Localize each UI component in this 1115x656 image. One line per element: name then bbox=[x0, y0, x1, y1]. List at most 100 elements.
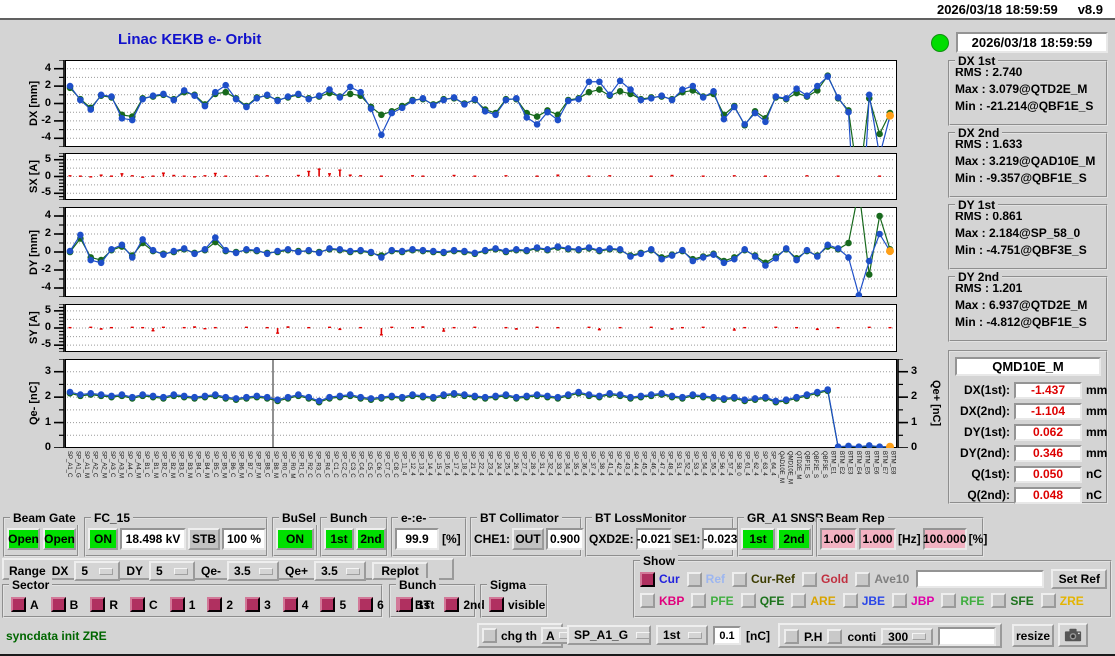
show-item-label: PFE bbox=[710, 593, 734, 608]
range-dy-label: DY bbox=[126, 564, 144, 578]
show-item-jbp: JBP bbox=[892, 593, 934, 608]
monitor-row-unit: mm bbox=[1086, 446, 1108, 460]
show-checkbox-rfe[interactable] bbox=[941, 593, 957, 608]
y-tick-label: -5 bbox=[41, 338, 51, 351]
show-checkbox-kbp[interactable] bbox=[640, 593, 655, 608]
range-dy-dropdown[interactable]: 5 bbox=[149, 561, 196, 581]
bunch-select-label: Bunch bbox=[396, 578, 440, 592]
gr-a1-snsr-group: GR_A1 SNSR 1st 2nd bbox=[737, 511, 827, 557]
x-axis-label: SP_46_4 bbox=[649, 451, 656, 476]
beam-rep-label: Beam Rep bbox=[823, 511, 888, 525]
show-checkbox-zre[interactable] bbox=[1040, 593, 1056, 608]
bunch-1st-button[interactable]: 1st bbox=[324, 528, 354, 550]
threshold-input[interactable]: 0.1 bbox=[713, 626, 741, 645]
stat-group-dx-2nd: DX 2nd RMS : 1.633 Max : 3.219@QAD10E_M Min… bbox=[948, 126, 1108, 198]
stat-line: RMS : 1.201 bbox=[955, 281, 1023, 295]
ph-checkbox[interactable] bbox=[784, 629, 799, 644]
bunch-2nd-button[interactable]: 2nd bbox=[356, 528, 386, 550]
che1-out-button[interactable]: OUT bbox=[512, 528, 545, 550]
range-label: Range bbox=[9, 564, 46, 578]
sector-checkbox-4[interactable] bbox=[282, 597, 298, 612]
extra-input[interactable] bbox=[938, 627, 997, 646]
stat-group-label: DY 2nd bbox=[955, 270, 1003, 284]
stat-line: RMS : 0.861 bbox=[955, 209, 1023, 223]
points-dropdown[interactable]: 300 bbox=[881, 628, 934, 645]
y-axis-title-dx: DX [mm] bbox=[28, 80, 40, 127]
y-axis-title-dy: DY [mm] bbox=[28, 229, 40, 275]
sector-checkbox-3[interactable] bbox=[245, 597, 261, 612]
show-checkbox-jbe[interactable] bbox=[842, 593, 858, 608]
y-tick-label: -5 bbox=[41, 186, 51, 199]
x-axis-label: SP_57_4 bbox=[726, 451, 733, 476]
show-checkbox-cur[interactable] bbox=[640, 571, 655, 587]
y-tick-label-right: 1 bbox=[911, 415, 918, 428]
fc15-stb-button[interactable]: STB bbox=[188, 528, 220, 550]
sector-checkbox-r[interactable] bbox=[90, 597, 106, 612]
beam-rep-pct-unit: [%] bbox=[968, 532, 988, 546]
show-checkbox-gold[interactable] bbox=[802, 571, 818, 587]
resize-button[interactable]: resize bbox=[1012, 624, 1054, 647]
x-axis-label: SP_11_4 bbox=[400, 451, 407, 476]
show-item-ave10: Ave10 bbox=[855, 571, 909, 587]
bunch-select-checkbox-2nd[interactable] bbox=[444, 597, 460, 612]
show-item-cur: Cur bbox=[640, 571, 680, 587]
ref-name-input[interactable] bbox=[916, 570, 1045, 588]
busel-on-button[interactable]: ON bbox=[276, 528, 314, 550]
show-checkbox-are[interactable] bbox=[791, 593, 807, 608]
x-axis-label: BTM_E5 bbox=[863, 451, 870, 475]
bunch-select-dropdown[interactable]: 1st bbox=[656, 625, 708, 645]
se1-label: SE1: bbox=[673, 532, 701, 546]
gr-a1-2nd-button[interactable]: 2nd bbox=[777, 528, 811, 550]
sector-checkbox-6[interactable] bbox=[358, 597, 374, 612]
conti-checkbox[interactable] bbox=[827, 629, 843, 644]
show-checkbox-qfe[interactable] bbox=[740, 593, 756, 608]
range-qem-dropdown[interactable]: 3.5 bbox=[227, 561, 280, 581]
sector-checkbox-a[interactable] bbox=[11, 597, 26, 612]
fc15-on-button[interactable]: ON bbox=[88, 528, 118, 550]
y-tick-label: 5 bbox=[44, 152, 51, 165]
y-axis-title-right-qe: Qe+ [nC] bbox=[930, 380, 942, 427]
chg-th-dropdown[interactable]: A bbox=[541, 627, 575, 644]
x-axis-label: SP_C2_C bbox=[340, 451, 347, 478]
bunch-select-item-2nd: 2nd bbox=[444, 597, 485, 612]
xaxis-label-band: SP_A1_C SP_A1_G SP_A1_M SP_A2_C SP_A2_M SP_A3… bbox=[65, 450, 897, 512]
show-checkbox-jbp[interactable] bbox=[892, 593, 908, 608]
sector-checkbox-b[interactable] bbox=[50, 597, 66, 612]
sector-checkbox-c[interactable] bbox=[130, 597, 146, 612]
y-tick-label-right: 0 bbox=[911, 441, 918, 453]
set-ref-button[interactable]: Set Ref bbox=[1051, 569, 1108, 589]
beam-gate-label: Beam Gate bbox=[10, 511, 79, 525]
x-axis-label: SP_14_4 bbox=[426, 451, 433, 476]
che1-value: 0.900 bbox=[546, 528, 585, 550]
range-qep-dropdown[interactable]: 3.5 bbox=[314, 561, 367, 581]
sector-checkbox-1[interactable] bbox=[169, 597, 185, 612]
beam-gate-open-button-1[interactable]: Open bbox=[7, 528, 40, 550]
show-checkbox-sfe[interactable] bbox=[991, 593, 1007, 608]
x-axis-label: SP_B6_C bbox=[228, 451, 235, 478]
show-checkbox-ref[interactable] bbox=[686, 571, 702, 587]
sector-checkbox-2[interactable] bbox=[207, 597, 223, 612]
range-dx-dropdown[interactable]: 5 bbox=[74, 561, 121, 581]
x-axis-label: SP_A2_M bbox=[100, 451, 107, 479]
x-axis-label: SP_A3_C bbox=[108, 451, 115, 478]
beam-rep-value-2: 1.000 bbox=[859, 528, 896, 550]
sector-checkbox-5[interactable] bbox=[320, 597, 336, 612]
show-checkbox-cur-ref[interactable] bbox=[732, 571, 748, 587]
sigma-checkbox-visible[interactable] bbox=[489, 597, 504, 612]
screenshot-button[interactable] bbox=[1058, 623, 1088, 647]
gr-a1-1st-button[interactable]: 1st bbox=[741, 528, 775, 550]
x-axis-label: SP_62_4 bbox=[752, 451, 759, 476]
y-axis-title-qe: Qe- [nC] bbox=[28, 381, 40, 426]
bunch-select-checkbox-1st[interactable] bbox=[398, 597, 413, 612]
sp-select-dropdown[interactable]: SP_A1_G bbox=[567, 625, 651, 645]
chg-th-checkbox[interactable] bbox=[482, 628, 497, 643]
beam-gate-open-button-2[interactable]: Open bbox=[43, 528, 76, 550]
y-tick-label: 0 bbox=[44, 441, 51, 453]
threshold-unit: [nC] bbox=[746, 629, 770, 643]
x-axis-label: SP_B8_M bbox=[271, 451, 278, 479]
magnet-monitor-panel: QMD10E_M DX(1st): -1.437 mm DX(2nd): -1.104 m… bbox=[948, 350, 1108, 504]
show-checkbox-pfe[interactable] bbox=[691, 593, 707, 608]
bunch-select-item-1st: 1st bbox=[398, 597, 434, 612]
x-axis-label: SP_34_4 bbox=[563, 451, 570, 476]
show-checkbox-ave10[interactable] bbox=[855, 571, 871, 587]
